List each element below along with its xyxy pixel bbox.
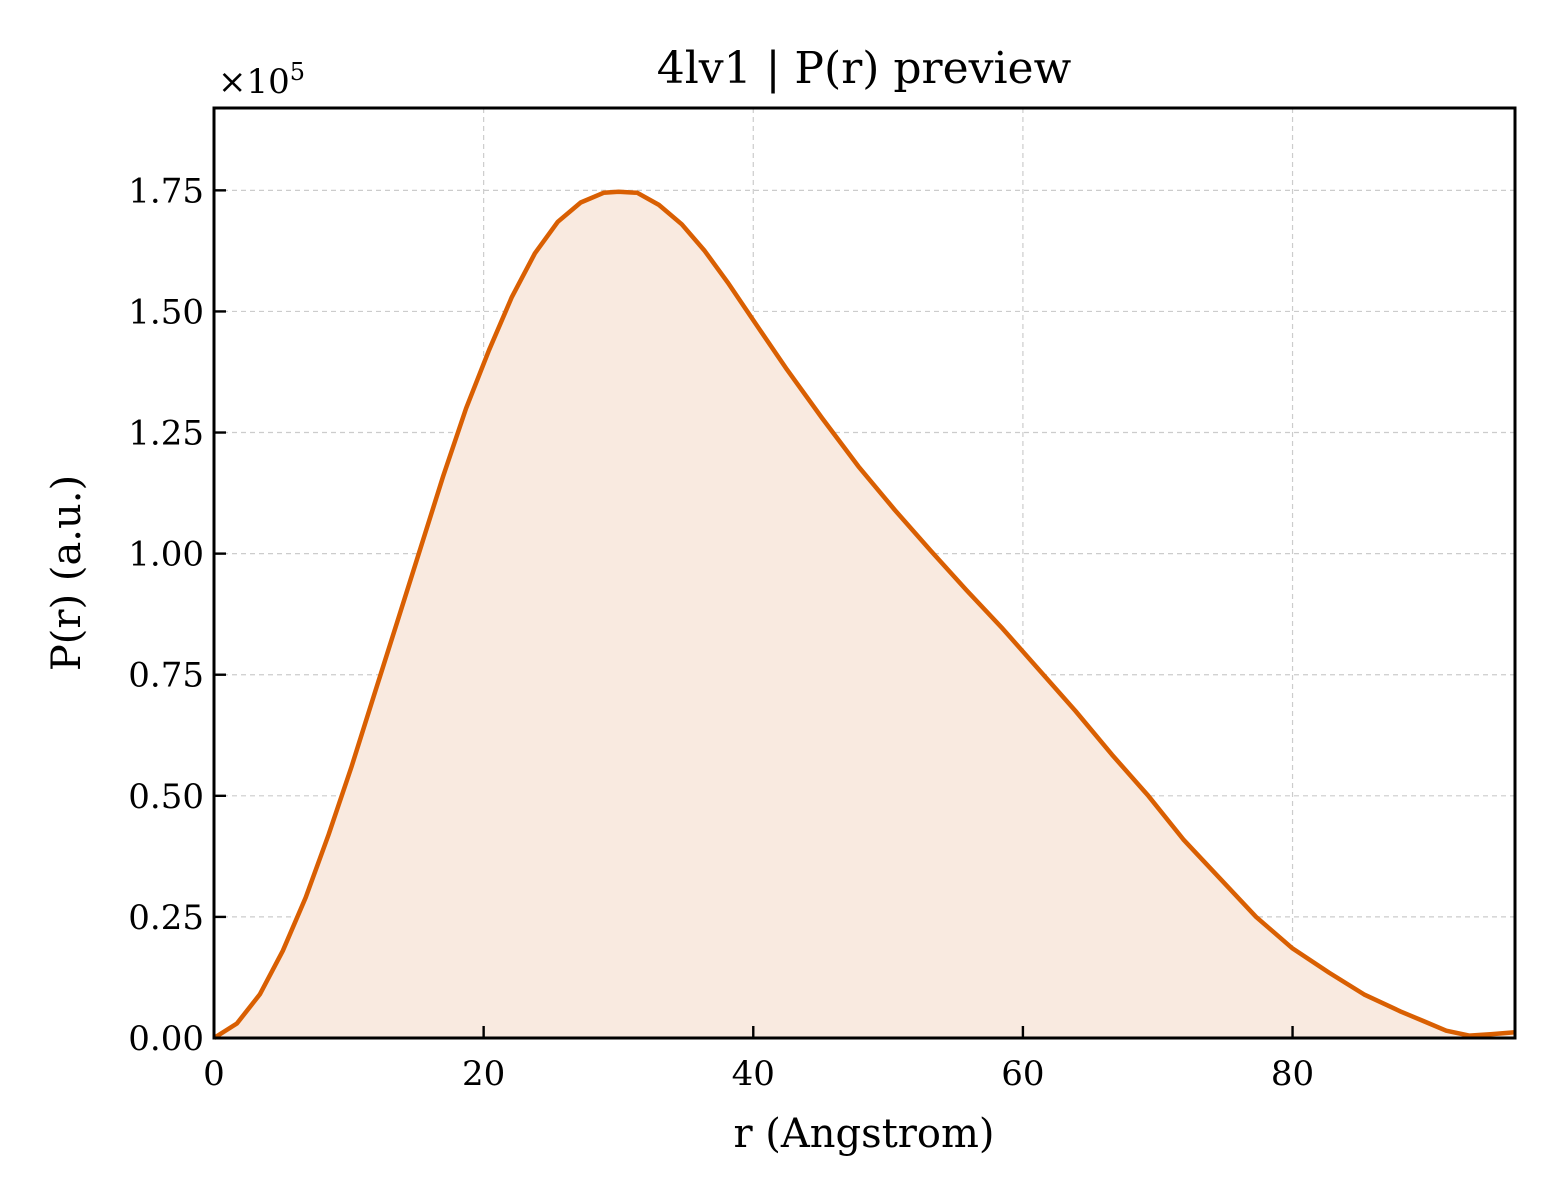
x-axis-label: r (Angstrom) [733, 1111, 994, 1157]
y-tick-label: 0.00 [128, 1019, 204, 1059]
y-offset-exponent: 5 [290, 58, 305, 86]
x-tick-label: 20 [462, 1054, 505, 1094]
y-tick-label: 0.75 [128, 656, 204, 696]
x-tick-label: 80 [1271, 1054, 1314, 1094]
tick-labels: 0 20 40 60 80 0.00 0.25 0.50 0.75 1.00 1.25 1.50 1.7… [128, 171, 1314, 1094]
plot-frame [212, 106, 1517, 1040]
y-tick-label: 1.50 [128, 292, 204, 332]
x-tick-label: 0 [203, 1054, 225, 1094]
series-line [212, 189, 1516, 1040]
x-tick-label: 60 [1001, 1054, 1044, 1094]
area-fill [214, 191, 1515, 1039]
y-tick-label: 1.75 [128, 171, 204, 211]
chart-title: 4lv1 | P(r) preview [657, 43, 1072, 94]
axis-ticks [212, 189, 1294, 1040]
y-tick-label: 1.25 [128, 414, 204, 454]
y-axis-label: P(r) (a.u.) [44, 475, 90, 671]
y-tick-label: 1.00 [128, 535, 204, 575]
y-offset-base: ×10 [218, 62, 290, 102]
y-tick-label: 0.25 [128, 898, 204, 938]
y-offset-label: ×105 [218, 58, 305, 102]
y-tick-label: 0.50 [128, 777, 204, 817]
x-tick-label: 40 [732, 1054, 775, 1094]
